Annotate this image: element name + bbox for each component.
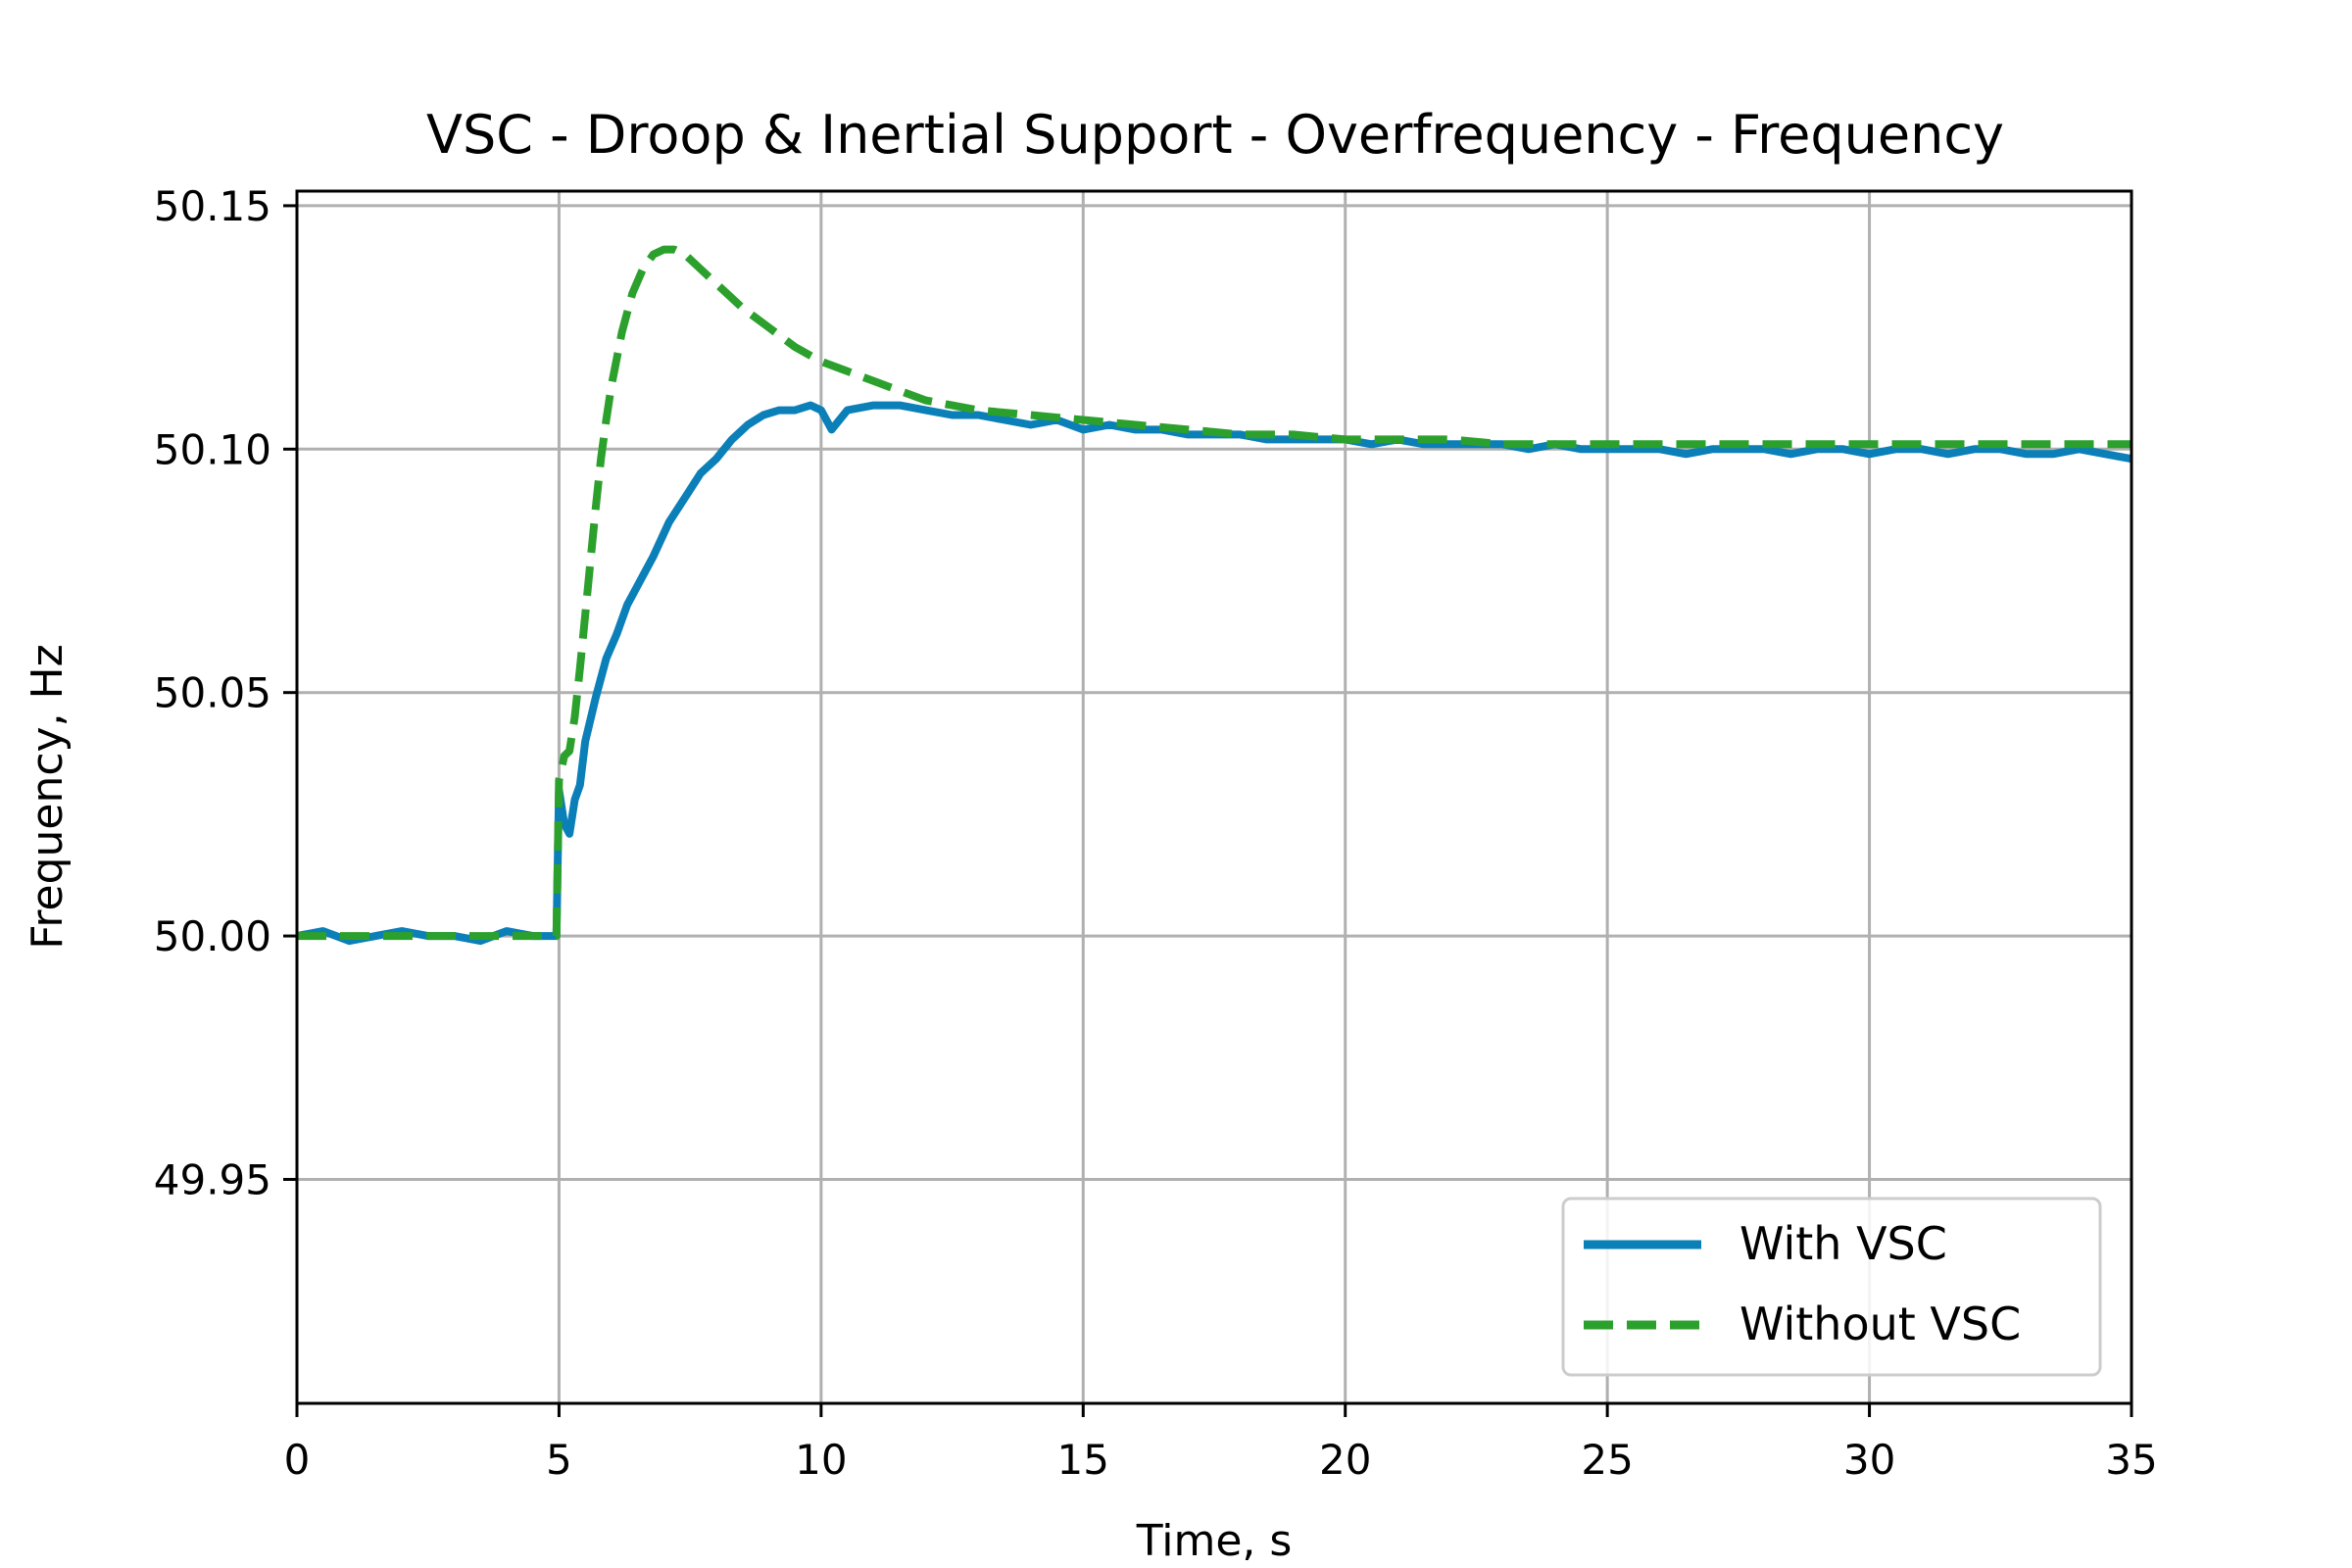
legend-label-without-vsc: Without VSC — [1740, 1298, 2021, 1350]
y-axis-label: Frequency, Hz — [23, 644, 73, 949]
x-tick-label: 5 — [546, 1436, 572, 1484]
legend-label-with-vsc: With VSC — [1740, 1217, 1947, 1270]
plot-area — [296, 245, 2132, 946]
x-tick-label: 30 — [1843, 1436, 1895, 1484]
x-tick-label: 15 — [1057, 1436, 1109, 1484]
y-tick-label: 50.00 — [154, 912, 271, 960]
chart-title: VSC - Droop & Inertial Support - Overfre… — [426, 104, 2004, 166]
ticks: 0 5 10 15 20 25 30 35 49.95 50.00 50.05 50.10 50.15 — [154, 182, 2158, 1484]
x-tick-label: 0 — [284, 1436, 311, 1484]
x-tick-label: 10 — [795, 1436, 847, 1484]
axes-frame — [295, 189, 2133, 1405]
y-tick-label: 50.05 — [154, 669, 271, 717]
y-tick-label: 50.15 — [154, 182, 271, 230]
series-line-with-vsc — [296, 401, 2132, 946]
legend: With VSC Without VSC — [1561, 1197, 2102, 1377]
y-tick-label: 50.10 — [154, 425, 271, 473]
series-line-without-vsc — [297, 245, 2132, 941]
y-tick-label: 49.95 — [154, 1155, 271, 1203]
x-tick-label: 20 — [1319, 1436, 1371, 1484]
x-tick-label: 35 — [2105, 1436, 2157, 1484]
x-axis-label: Time, s — [1136, 1516, 1293, 1566]
x-tick-label: 25 — [1581, 1436, 1633, 1484]
